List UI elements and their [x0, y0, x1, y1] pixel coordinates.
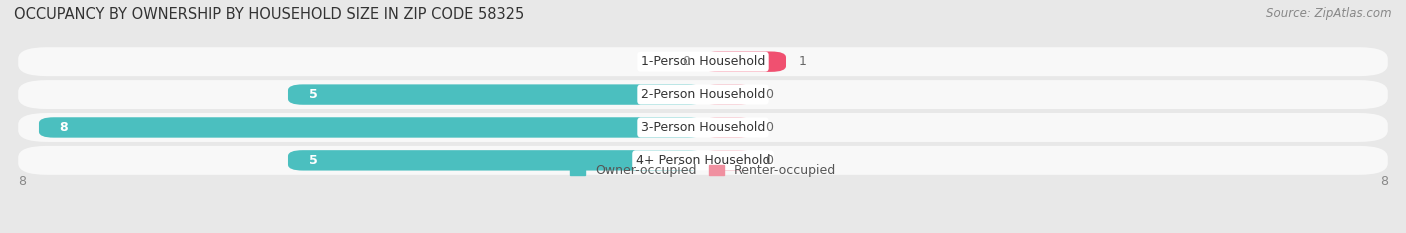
- Text: 3-Person Household: 3-Person Household: [641, 121, 765, 134]
- FancyBboxPatch shape: [288, 84, 703, 105]
- Text: OCCUPANCY BY OWNERSHIP BY HOUSEHOLD SIZE IN ZIP CODE 58325: OCCUPANCY BY OWNERSHIP BY HOUSEHOLD SIZE…: [14, 7, 524, 22]
- FancyBboxPatch shape: [18, 80, 1388, 109]
- Text: 5: 5: [309, 154, 318, 167]
- Text: 0: 0: [765, 121, 773, 134]
- Text: 0: 0: [765, 88, 773, 101]
- Text: Source: ZipAtlas.com: Source: ZipAtlas.com: [1267, 7, 1392, 20]
- FancyBboxPatch shape: [18, 47, 1388, 76]
- FancyBboxPatch shape: [39, 117, 703, 138]
- Text: 0: 0: [765, 154, 773, 167]
- Text: 0: 0: [682, 55, 690, 68]
- Text: 4+ Person Household: 4+ Person Household: [636, 154, 770, 167]
- Text: 2-Person Household: 2-Person Household: [641, 88, 765, 101]
- Text: 1: 1: [799, 55, 806, 68]
- Text: 5: 5: [309, 88, 318, 101]
- Text: 1-Person Household: 1-Person Household: [641, 55, 765, 68]
- FancyBboxPatch shape: [703, 51, 786, 72]
- Text: 8: 8: [1379, 175, 1388, 188]
- FancyBboxPatch shape: [288, 150, 703, 171]
- FancyBboxPatch shape: [18, 146, 1388, 175]
- FancyBboxPatch shape: [703, 117, 752, 138]
- FancyBboxPatch shape: [18, 113, 1388, 142]
- FancyBboxPatch shape: [703, 84, 752, 105]
- Legend: Owner-occupied, Renter-occupied: Owner-occupied, Renter-occupied: [565, 159, 841, 182]
- Text: 8: 8: [59, 121, 69, 134]
- FancyBboxPatch shape: [703, 150, 752, 171]
- Text: 8: 8: [18, 175, 27, 188]
